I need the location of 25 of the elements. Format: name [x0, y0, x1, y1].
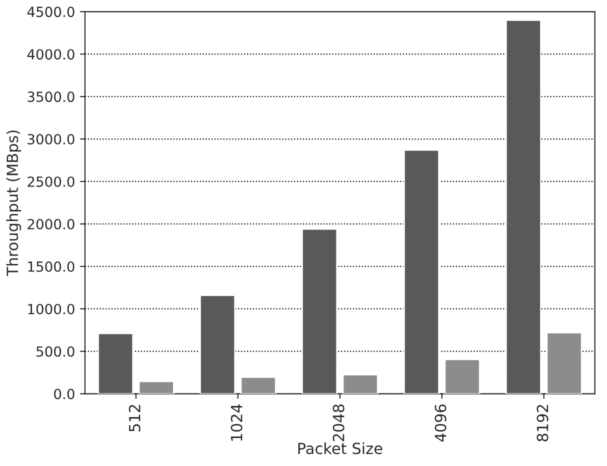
bar [301, 228, 338, 394]
bar [546, 332, 582, 394]
bar [240, 376, 276, 394]
y-tick-label: 3000.0 [28, 134, 74, 144]
y-tick-label: 0.0 [54, 388, 74, 400]
x-tick-label: 4096 [434, 404, 446, 442]
x-tick-label: 8192 [536, 405, 548, 442]
x-tick-label: 2048 [332, 404, 344, 442]
bar [200, 294, 236, 394]
y-tick-label: 500.0 [36, 346, 74, 357]
y-tick-label: 4000.0 [27, 49, 74, 60]
y-tick-label: 3500.0 [28, 92, 74, 102]
x-axis-title: Packet Size [298, 442, 382, 454]
bar [138, 380, 174, 394]
y-tick-label: 2000.0 [28, 218, 74, 230]
y-axis-title: Throughput (MBps) [6, 130, 22, 276]
y-tick-label: 1000.0 [28, 304, 74, 314]
x-tick-label: 512 [128, 405, 140, 432]
y-tick-label: 1500.0 [28, 261, 74, 272]
bar [342, 374, 378, 394]
y-tick-label: 2500.0 [28, 176, 74, 187]
y-tick-label: 4500.0 [27, 6, 74, 18]
bar [98, 332, 134, 394]
x-tick-label: 1024 [230, 404, 242, 441]
bar [505, 19, 542, 394]
